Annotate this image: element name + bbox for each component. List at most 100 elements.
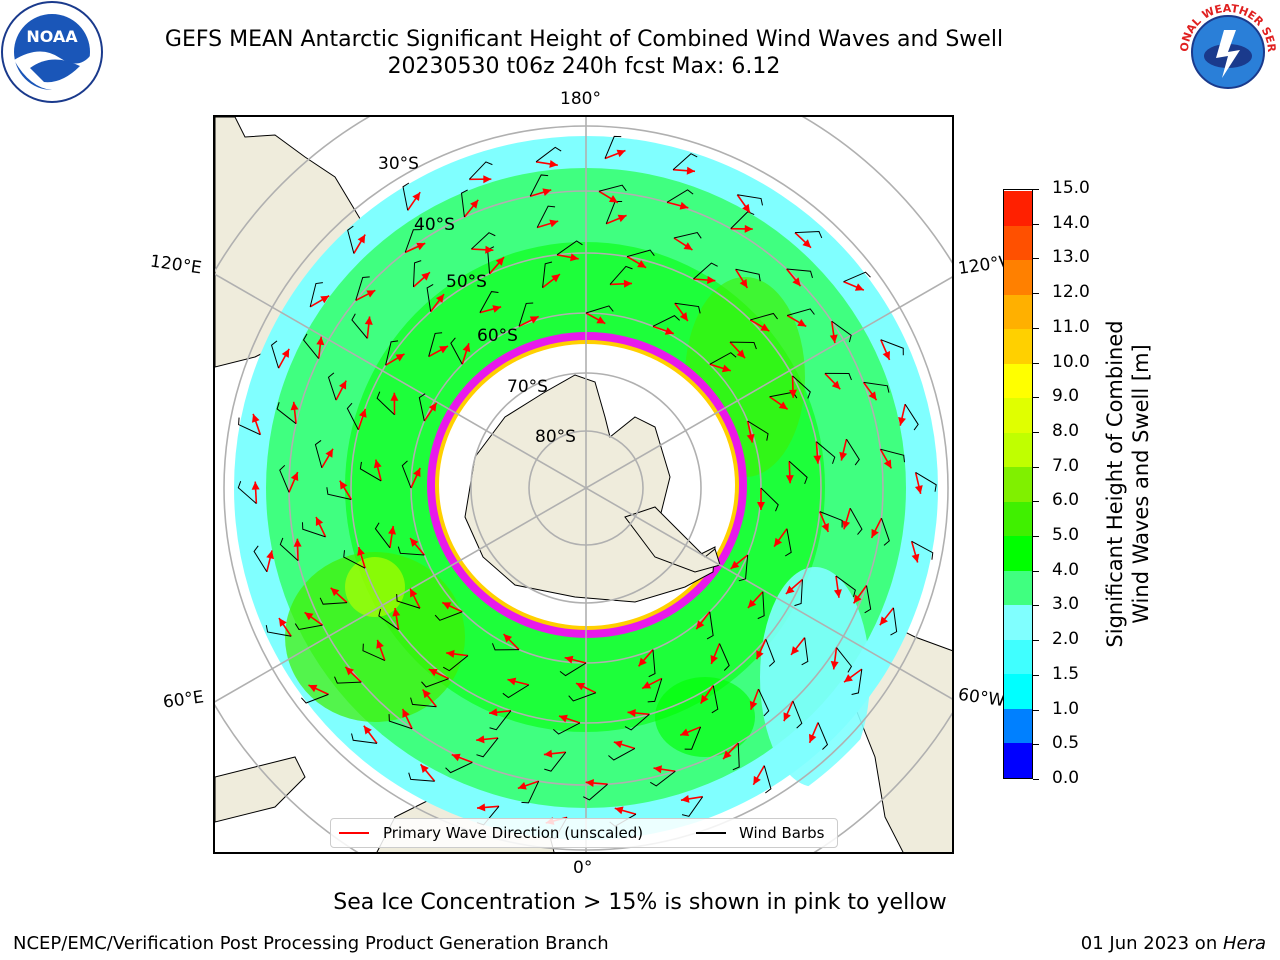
wave-arrowhead [266, 550, 275, 560]
wave-arrowhead [376, 639, 384, 649]
colorbar-tick-label: 0.5 [1052, 733, 1080, 754]
wave-arrowhead [617, 214, 627, 223]
colorbar-tick-label: 11.0 [1052, 316, 1090, 337]
wind-barb [351, 733, 378, 744]
wind-barb [529, 174, 549, 197]
wave-arrowhead [281, 348, 290, 358]
wind-barb [253, 545, 268, 573]
wind-barb [238, 417, 261, 436]
wind-barb [396, 593, 421, 609]
colorbar-label-line2: Wind Waves and Swell [m] [1129, 344, 1153, 624]
wave-arrowhead [570, 253, 579, 262]
wind-barb [792, 375, 811, 399]
wind-barb [302, 333, 320, 359]
wave-direction-arrows [237, 135, 937, 839]
wind-barb [450, 337, 463, 365]
wind-barb [442, 655, 469, 672]
wind-barb [647, 678, 663, 703]
wave-arrowhead [596, 316, 606, 324]
wave-arrowhead [833, 589, 842, 598]
wave-arrowhead [439, 346, 449, 354]
wave-arrowhead [831, 380, 841, 390]
wave-arrowhead [883, 459, 892, 469]
barb-legend-swatch [696, 832, 726, 834]
wave-arrowhead [638, 657, 647, 667]
wind-barb [346, 402, 359, 430]
wave-arrowhead [435, 294, 445, 303]
lat-label-50s: 50°S [446, 272, 487, 292]
wind-barb [750, 312, 778, 321]
wind-barb [418, 393, 426, 422]
colorbar-tick-mark [1033, 258, 1039, 260]
wind-barb [385, 340, 399, 366]
colorbar-segment [1004, 397, 1032, 433]
colorbar-segment [1004, 190, 1032, 226]
wave-arrowhead [683, 242, 693, 250]
colorbar-segment [1004, 708, 1032, 744]
wind-barb [326, 487, 352, 500]
wind-barb [237, 481, 257, 504]
wave-arrowhead [736, 349, 746, 359]
wave-arrowhead [390, 392, 399, 401]
wave-arrowhead [338, 380, 347, 390]
colorbar-segment [1004, 363, 1032, 399]
wind-barb [709, 352, 737, 365]
map-canvas [215, 117, 952, 852]
colorbar-tick-mark [1033, 397, 1039, 399]
colorbar-tick-label: 7.0 [1052, 455, 1080, 476]
wind-barb [502, 684, 530, 699]
colorbar-tick-mark [1033, 466, 1039, 468]
wave-arrowhead [637, 260, 647, 268]
wind-barb [402, 182, 410, 211]
wind-barb [880, 448, 906, 463]
wave-arrowhead [854, 283, 864, 291]
colorbar-tick-label: 12.0 [1052, 282, 1090, 303]
wind-barb [711, 685, 719, 714]
wind-barb [309, 282, 323, 307]
wave-arrowhead [251, 481, 260, 490]
colorbar-tick-label: 3.0 [1052, 594, 1080, 615]
wave-arrowhead [608, 195, 618, 203]
colorbar-tick-mark [1033, 744, 1039, 746]
colorbar-tick-label: 15.0 [1052, 178, 1090, 198]
wave-arrowhead [898, 416, 906, 426]
wave-arrowhead [316, 336, 325, 346]
wave-arrowhead [451, 753, 461, 762]
wave-arrowhead [627, 709, 636, 717]
wave-arrowhead [489, 708, 498, 717]
wind-barb [763, 765, 772, 794]
wind-barb [730, 211, 755, 230]
wave-arrowhead [364, 316, 373, 325]
colorbar-tick-mark [1033, 501, 1039, 503]
wave-legend-label: Primary Wave Direction (unscaled) [383, 824, 644, 842]
wind-barb [849, 507, 863, 535]
wave-arrowhead [830, 660, 839, 670]
wave-arrowhead [739, 279, 748, 288]
wind-barb [880, 339, 904, 356]
wind-barb [650, 770, 676, 787]
wave-arrowhead [813, 455, 822, 464]
wind-barb [585, 305, 614, 314]
wave-arrowhead [623, 279, 632, 288]
colorbar-segment [1004, 328, 1032, 364]
wave-arrowhead [413, 467, 421, 477]
wave-arrowhead [785, 585, 795, 594]
wave-arrowhead [402, 708, 410, 718]
wind-barb [428, 332, 443, 357]
wind-barb [334, 676, 362, 684]
chart-subtitle: 20230530 t06z 240h fcst Max: 6.12 [387, 54, 781, 79]
wave-arrowhead [503, 634, 513, 643]
wave-arrowhead [421, 272, 430, 281]
wave-arrowhead [613, 740, 623, 749]
wave-arrowhead [517, 781, 527, 790]
wind-barb [314, 440, 323, 468]
colorbar-tick-label: 9.0 [1052, 386, 1080, 407]
colorbar-tick-mark [1033, 779, 1039, 780]
wind-barb [648, 649, 656, 678]
colorbar-label-line1: Significant Height of Combined [1103, 320, 1127, 648]
wave-arrowhead [914, 485, 923, 494]
wind-barb [535, 146, 562, 163]
colorbar-segment [1004, 570, 1032, 606]
colorbar-tick-mark [1033, 536, 1039, 538]
wave-arrowhead [549, 159, 558, 168]
